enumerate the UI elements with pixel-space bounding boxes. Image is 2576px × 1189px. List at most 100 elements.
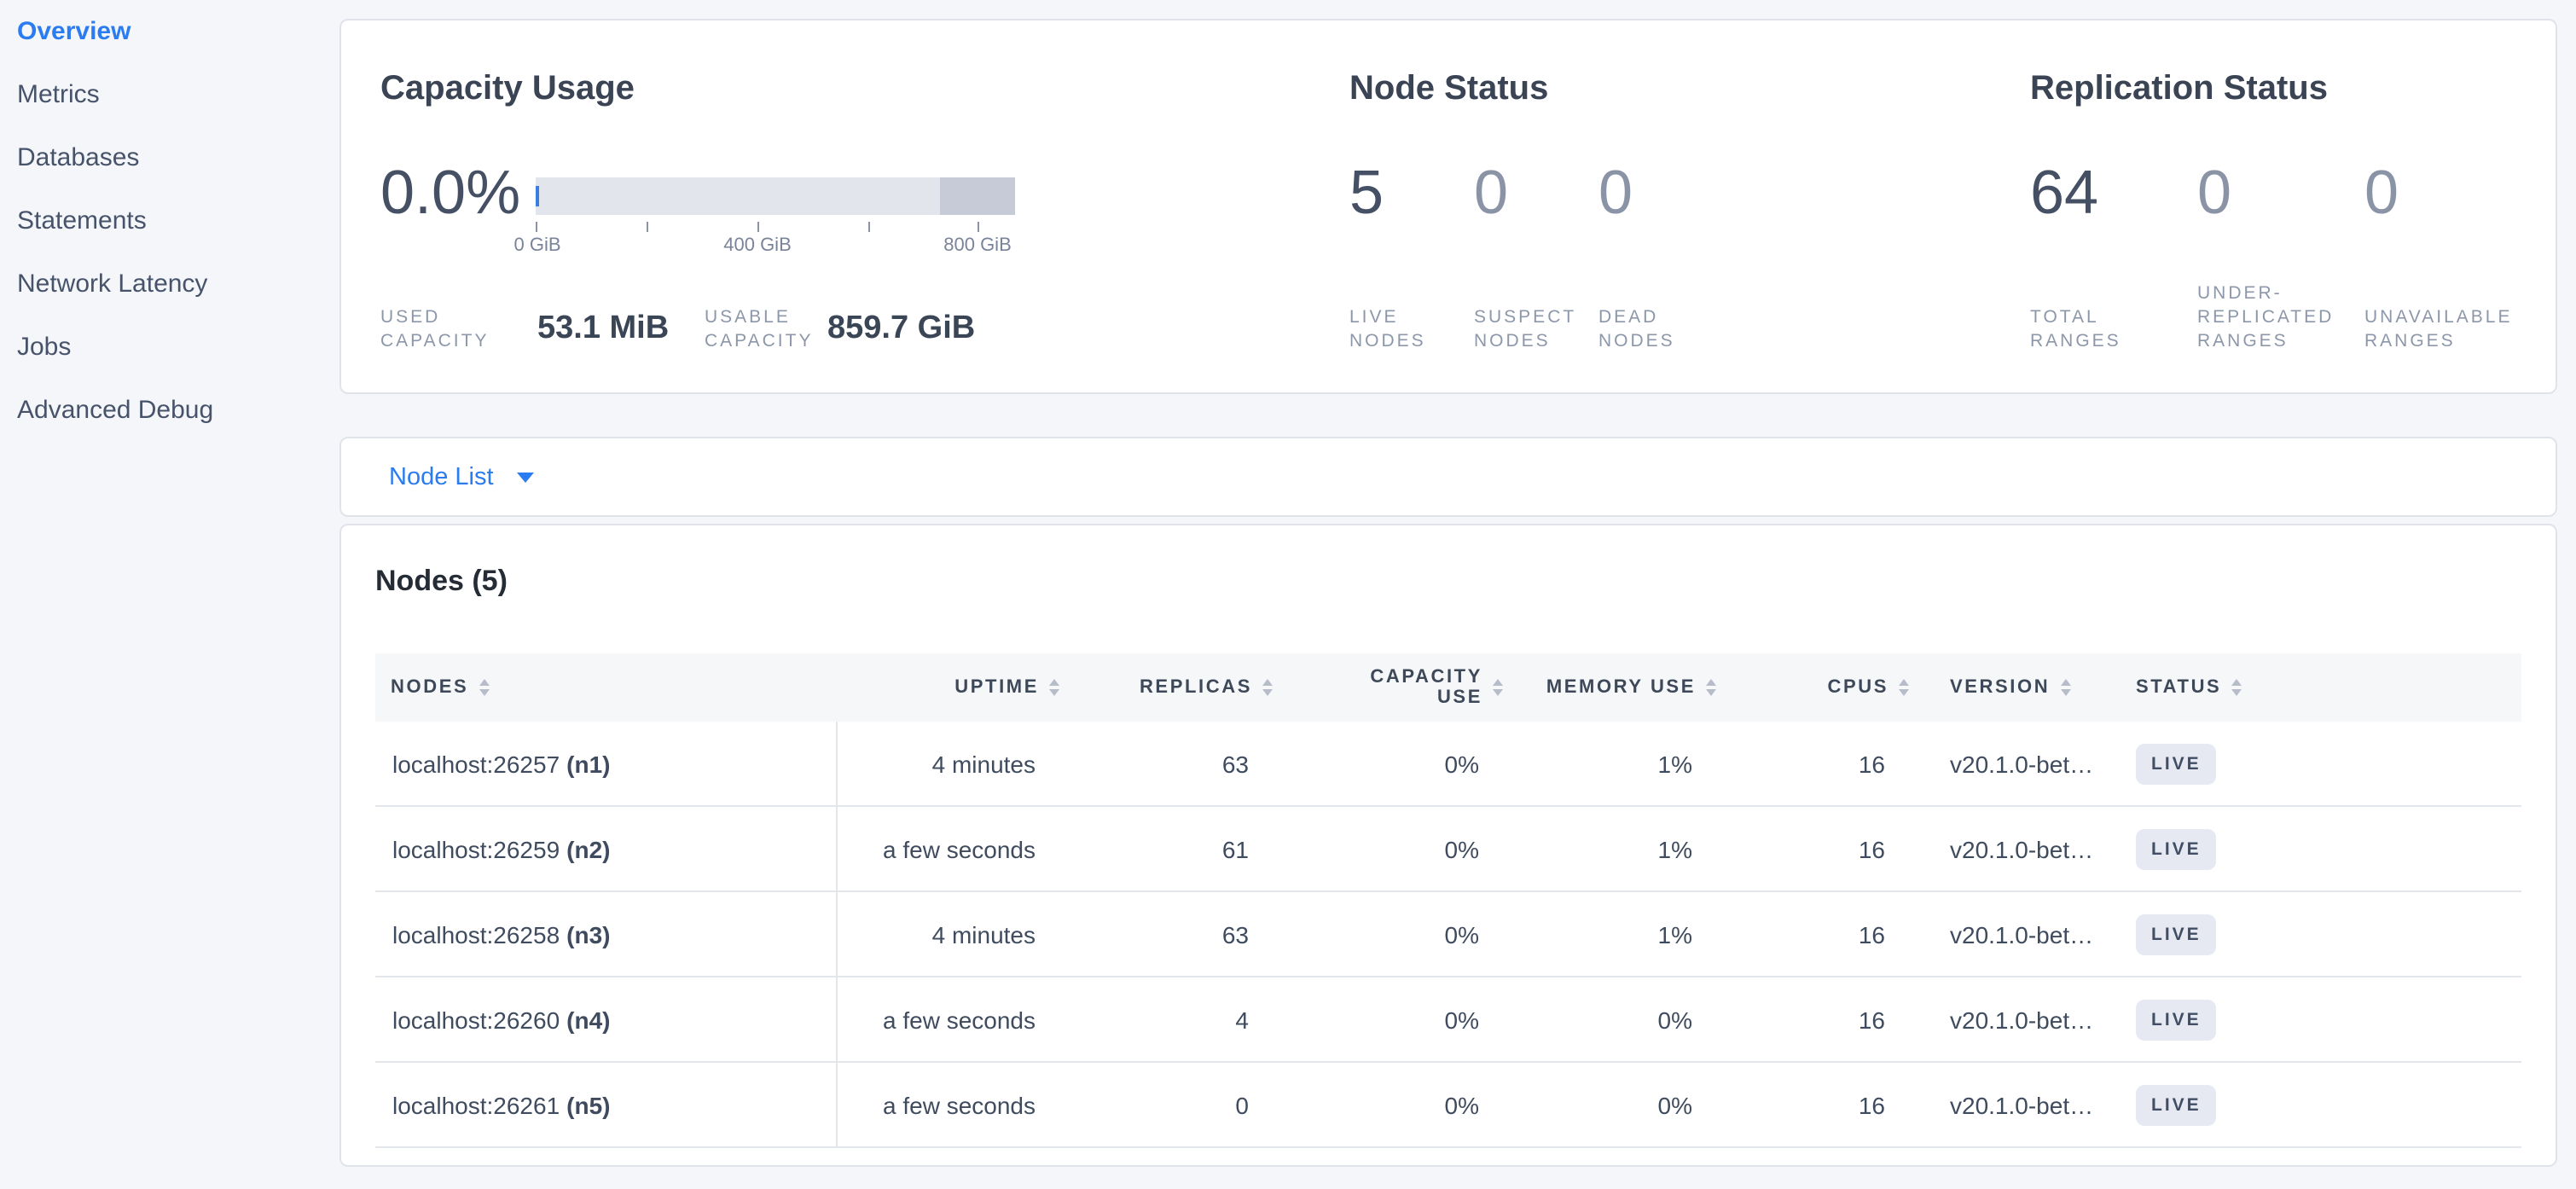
column-header-capacity-use[interactable]: CAPACITY USE [1273, 653, 1503, 722]
sidebar: Overview Metrics Databases Statements Ne… [0, 0, 339, 442]
version-cell: v20.1.0-bet… [1950, 835, 2094, 862]
sort-icon[interactable] [1049, 679, 1059, 696]
node-address-cell[interactable]: localhost:26259 (n2) [375, 807, 838, 890]
table-row[interactable]: localhost:26257 (n1) 4 minutes 63 0% 1% 1… [375, 722, 2521, 807]
sort-icon[interactable] [2231, 679, 2242, 696]
uptime-cell: a few seconds [883, 1091, 1036, 1118]
column-label: REPLICAS [1139, 677, 1252, 698]
sidebar-item-jobs[interactable]: Jobs [17, 333, 72, 362]
capacity-gauge: 0.0% 0 GiB 400 GiB 800 GiB [380, 157, 1349, 256]
replicas-cell: 61 [1221, 835, 1249, 862]
column-label: UPTIME [954, 677, 1039, 698]
column-header-uptime[interactable]: UPTIME [838, 653, 1059, 722]
sort-icon[interactable] [1899, 679, 1909, 696]
memory-use-cell: 0% [1657, 1006, 1692, 1033]
under-replicated-value: 0 [2197, 157, 2232, 227]
replication-stats: 64 TOTAL RANGES 0 UNDER-REPLICATED RANGE… [2030, 157, 2556, 353]
column-header-replicas[interactable]: REPLICAS [1059, 653, 1273, 722]
axis-tick [757, 222, 759, 232]
sidebar-item-databases[interactable]: Databases [17, 143, 140, 172]
column-header-memory-use[interactable]: MEMORY USE [1503, 653, 1716, 722]
suspect-nodes-stat: 0 SUSPECT NODES [1474, 157, 1580, 353]
memory-use-cell: 0% [1657, 1091, 1692, 1118]
axis-tick [647, 222, 648, 232]
sort-icon[interactable] [1262, 679, 1273, 696]
table-row[interactable]: localhost:26261 (n5) a few seconds 0 0% 0… [375, 1063, 2521, 1148]
table-row[interactable]: localhost:26260 (n4) a few seconds 4 0% 0… [375, 977, 2521, 1063]
nodes-table-header: NODES UPTIME REPLICAS CAPACITY USE MEMOR… [375, 653, 2521, 722]
nodes-table-card: Nodes (5) NODES UPTIME REPLICAS CAPACITY… [339, 524, 2557, 1167]
replicas-cell: 63 [1221, 750, 1249, 777]
version-cell: v20.1.0-bet… [1950, 1006, 2094, 1033]
suspect-nodes-label: SUSPECT NODES [1474, 307, 1576, 351]
replicas-cell: 4 [1235, 1006, 1249, 1033]
chevron-down-icon [517, 472, 535, 482]
sidebar-item-statements[interactable]: Statements [17, 206, 147, 235]
column-header-version[interactable]: VERSION [1909, 653, 2112, 722]
column-header-status[interactable]: STATUS [2112, 653, 2521, 722]
cpus-cell: 16 [1858, 920, 1885, 948]
node-address-cell[interactable]: localhost:26261 (n5) [375, 1063, 838, 1146]
node-id: (n1) [566, 750, 611, 777]
table-row[interactable]: localhost:26258 (n3) 4 minutes 63 0% 1% 1… [375, 892, 2521, 977]
total-ranges-label: TOTAL RANGES [2030, 307, 2121, 351]
column-label: MEMORY USE [1546, 677, 1696, 698]
dead-nodes-stat: 0 DEAD NODES [1598, 157, 1704, 353]
sidebar-item-overview[interactable]: Overview [17, 17, 131, 46]
replicas-cell: 0 [1235, 1091, 1249, 1118]
node-address: localhost:26259 [392, 835, 560, 862]
column-header-nodes[interactable]: NODES [375, 653, 838, 722]
nodes-table-heading: Nodes (5) [375, 565, 508, 597]
node-address-cell[interactable]: localhost:26258 (n3) [375, 892, 838, 976]
sort-icon[interactable] [479, 679, 490, 696]
sidebar-item-advanced-debug[interactable]: Advanced Debug [17, 396, 214, 425]
uptime-cell: 4 minutes [931, 920, 1036, 948]
node-id: (n5) [566, 1091, 611, 1118]
node-list-dropdown[interactable]: Node List [339, 437, 2557, 517]
node-status-title: Node Status [1349, 70, 1549, 107]
replication-status-title: Replication Status [2030, 70, 2328, 107]
capacity-detail-row: USED CAPACITY 53.1 MiB USABLE CAPACITY 8… [380, 305, 1349, 353]
node-list-dropdown-label[interactable]: Node List [389, 463, 494, 490]
capacity-axis: 0 GiB 400 GiB 800 GiB [513, 215, 1015, 256]
node-id: (n3) [566, 920, 611, 948]
axis-tick [536, 222, 537, 232]
live-nodes-label: LIVE NODES [1349, 307, 1426, 351]
total-ranges-value: 64 [2030, 157, 2099, 227]
sort-icon[interactable] [1493, 679, 1503, 696]
capacity-percent-value: 0.0% [380, 157, 521, 227]
capacity-usage-title: Capacity Usage [380, 70, 635, 107]
node-address-cell[interactable]: localhost:26257 (n1) [375, 722, 838, 805]
sort-icon[interactable] [1706, 679, 1716, 696]
capacity-bar-track [536, 177, 1015, 215]
table-row[interactable]: localhost:26259 (n2) a few seconds 61 0% … [375, 807, 2521, 892]
cluster-summary-card: Capacity Usage 0.0% 0 GiB 40 [339, 19, 2557, 394]
capacity-use-cell: 0% [1444, 750, 1479, 777]
version-cell: v20.1.0-bet… [1950, 920, 2094, 948]
node-address-cell[interactable]: localhost:26260 (n4) [375, 977, 838, 1061]
sidebar-item-metrics[interactable]: Metrics [17, 80, 100, 109]
capacity-use-cell: 0% [1444, 1006, 1479, 1033]
total-ranges-stat: 64 TOTAL RANGES [2030, 157, 2184, 353]
sort-icon[interactable] [2060, 679, 2071, 696]
replicas-cell: 63 [1221, 920, 1249, 948]
sidebar-item-network-latency[interactable]: Network Latency [17, 270, 208, 299]
node-id: (n4) [566, 1006, 611, 1033]
status-badge: LIVE [2136, 743, 2217, 784]
live-nodes-value: 5 [1349, 157, 1384, 227]
column-header-cpus[interactable]: CPUS [1716, 653, 1909, 722]
version-cell: v20.1.0-bet… [1950, 750, 2094, 777]
version-cell: v20.1.0-bet… [1950, 1091, 2094, 1118]
column-label: CAPACITY USE [1370, 667, 1482, 708]
live-nodes-stat: 5 LIVE NODES [1349, 157, 1455, 353]
under-replicated-label: UNDER-REPLICATED RANGES [2197, 283, 2335, 351]
node-status-stats: 5 LIVE NODES 0 SUSPECT NODES 0 DEAD NODE… [1349, 157, 2030, 353]
replication-status-section: Replication Status 64 TOTAL RANGES 0 UND… [2030, 20, 2556, 392]
used-capacity-value: 53.1 MiB [537, 310, 670, 346]
axis-label-400: 400 GiB [723, 235, 792, 256]
column-label: NODES [391, 677, 469, 698]
status-cell: LIVE [2112, 1063, 2521, 1146]
cpus-cell: 16 [1858, 835, 1885, 862]
status-badge: LIVE [2136, 1084, 2217, 1125]
under-replicated-stat: 0 UNDER-REPLICATED RANGES [2197, 157, 2351, 353]
